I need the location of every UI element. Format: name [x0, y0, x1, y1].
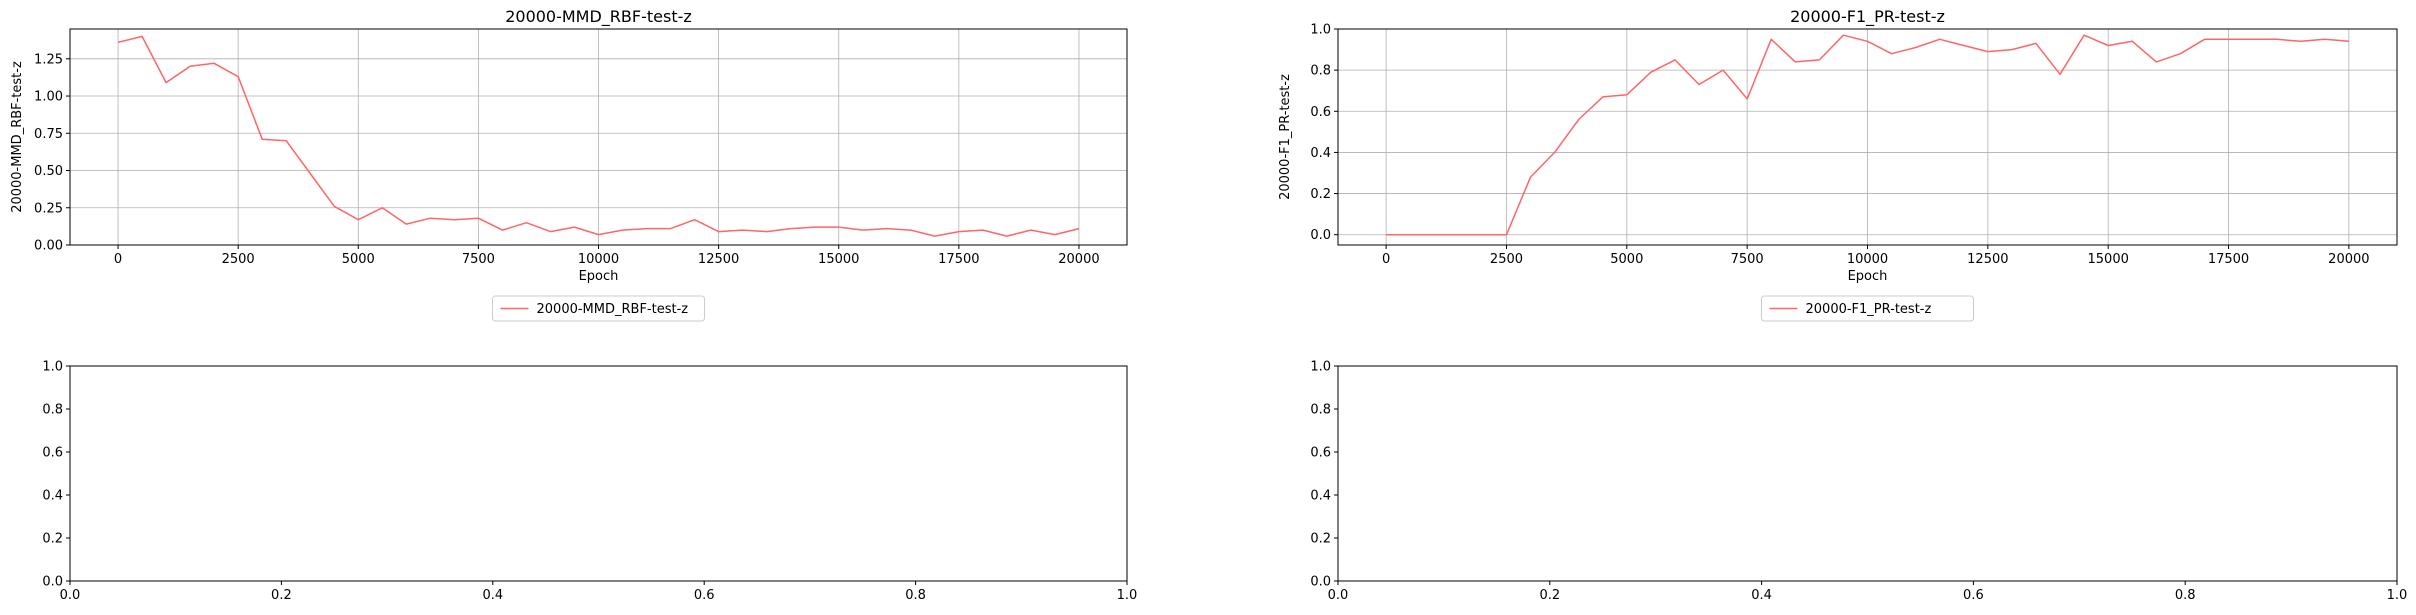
chart-3: 0.0 0.2 0.4 0.6 0.8 1.0 0.0 0.2 0.4 0.6 0.8 1.0 [42, 360, 1137, 604]
y-tick-label: 0.0 [1310, 575, 1331, 590]
legend: 20000-F1_PR-test-z [1761, 295, 1974, 322]
y-tick-label: 0.0 [42, 575, 63, 590]
x-tick-label: 0.4 [1751, 588, 1772, 603]
x-tick-label: 0.2 [1539, 588, 1560, 603]
legend-frame [492, 295, 705, 322]
x-tick-label: 0.0 [60, 588, 81, 603]
x-tick-label: 0 [1382, 252, 1390, 267]
legend-frame [1761, 295, 1974, 322]
y-tick-label: 1.0 [1310, 23, 1331, 38]
x-tick-label: 0 [114, 252, 122, 267]
y-tick-label: 0.50 [34, 164, 63, 179]
y-tick-label: 0.6 [42, 446, 63, 461]
x-tick-label: 0.4 [482, 588, 503, 603]
y-tick-label: 0.2 [1310, 532, 1331, 547]
chart-1: 0 2500 5000 7500 10000 12500 15000 17500 20000 0.… [10, 7, 1128, 322]
chart-4: 0.0 0.2 0.4 0.6 0.8 1.0 0.0 0.2 0.4 0.6 0.8 1.0 [1310, 360, 2407, 604]
x-tick-label: 20000 [2328, 252, 2369, 267]
x-tick-label: 2500 [1490, 252, 1523, 267]
x-tick-label: 7500 [462, 252, 495, 267]
y-tick-label: 0.4 [42, 489, 63, 504]
y-axis-label: 20000-MMD_RBF-test-z [10, 61, 25, 213]
y-tick-label: 1.00 [34, 90, 63, 105]
y-axis-label: 20000-F1_PR-test-z [1278, 74, 1293, 200]
x-tick-label: 0.8 [2175, 588, 2196, 603]
y-tick-label: 0.6 [1310, 105, 1331, 120]
x-tick-label: 0.6 [1963, 588, 1984, 603]
x-tick-label: 0.2 [271, 588, 292, 603]
x-tick-label: 10000 [1847, 252, 1888, 267]
x-tick-label: 15000 [818, 252, 859, 267]
y-tick-label: 0.25 [34, 201, 63, 216]
x-tick-label: 1.0 [2387, 588, 2408, 603]
x-tick-label: 2500 [222, 252, 255, 267]
x-tick-label: 1.0 [1117, 588, 1138, 603]
chart-title: 20000-F1_PR-test-z [1790, 7, 1945, 27]
x-axis-label: Epoch [1848, 269, 1888, 284]
y-tick-label: 0.8 [42, 403, 63, 418]
y-tick-label: 0.0 [1310, 228, 1331, 243]
x-tick-label: 15000 [2088, 252, 2129, 267]
x-tick-label: 5000 [1610, 252, 1643, 267]
x-tick-label: 17500 [2208, 252, 2249, 267]
x-tick-label: 20000 [1058, 252, 1099, 267]
y-tick-label: 1.25 [34, 52, 63, 67]
y-tick-label: 0.2 [1310, 187, 1331, 202]
x-tick-label: 10000 [578, 252, 619, 267]
chart-title: 20000-MMD_RBF-test-z [505, 7, 692, 27]
x-tick-label: 0.6 [694, 588, 715, 603]
x-tick-label: 17500 [938, 252, 979, 267]
y-tick-label: 0.6 [1310, 446, 1331, 461]
series-line-1 [117, 35, 1080, 237]
y-tick-label: 1.0 [1310, 360, 1331, 375]
legend-label: 20000-MMD_RBF-test-z [537, 302, 689, 317]
x-tick-label: 12500 [698, 252, 739, 267]
y-tick-label: 0.75 [34, 127, 63, 142]
legend-label: 20000-F1_PR-test-z [1806, 302, 1932, 317]
y-tick-label: 0.00 [34, 239, 63, 254]
chart-2: 0 2500 5000 7500 10000 12500 15000 17500 20000 0.… [1278, 7, 2398, 322]
x-tick-label: 0.0 [1328, 588, 1349, 603]
series-line-1 [1386, 34, 2349, 236]
x-tick-label: 5000 [342, 252, 375, 267]
legend: 20000-MMD_RBF-test-z [492, 295, 705, 322]
y-tick-label: 0.8 [1310, 64, 1331, 79]
x-tick-label: 7500 [1731, 252, 1764, 267]
x-axis-label: Epoch [579, 269, 619, 284]
y-tick-label: 0.2 [42, 532, 63, 547]
y-tick-label: 0.4 [1310, 489, 1331, 504]
x-tick-label: 0.8 [905, 588, 926, 603]
x-tick-label: 12500 [1967, 252, 2008, 267]
axes-frame [1337, 365, 2398, 582]
axes-frame [69, 365, 1128, 582]
y-tick-label: 1.0 [42, 360, 63, 375]
y-tick-label: 0.8 [1310, 403, 1331, 418]
y-tick-label: 0.4 [1310, 146, 1331, 161]
